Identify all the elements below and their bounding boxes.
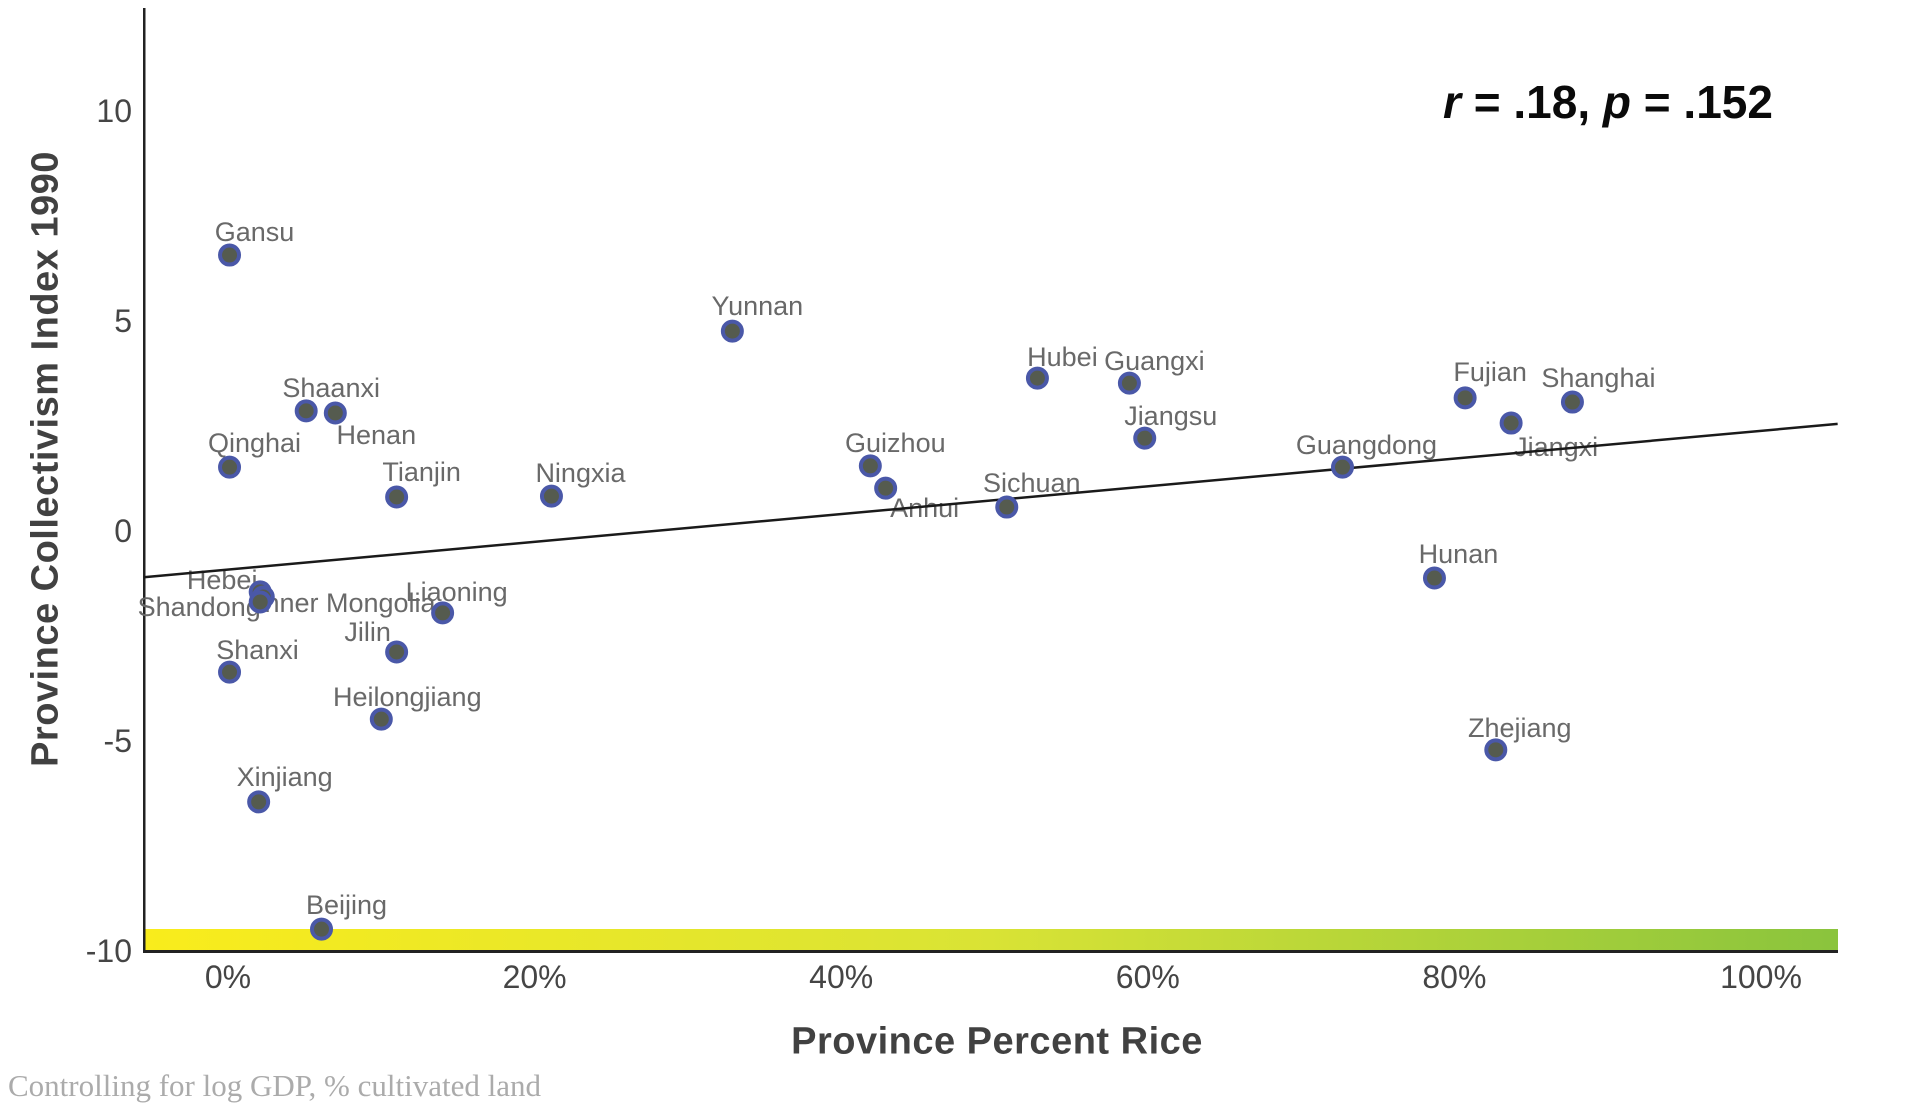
- point-label-henan: Henan: [337, 420, 417, 450]
- y-tick-label--10: -10: [86, 933, 132, 969]
- data-point-tianjin: [385, 485, 409, 509]
- point-label-fujian: Fujian: [1453, 357, 1527, 387]
- y-axis-title: Province Collectivism Index 1990: [24, 151, 67, 767]
- point-label-jilin: Jilin: [344, 617, 391, 647]
- y-tick-label--5: -5: [104, 723, 132, 759]
- data-point-ningxia: [539, 484, 563, 508]
- data-point-hubei: [1025, 366, 1049, 390]
- r-variable: r: [1443, 76, 1461, 128]
- x-tick-label-100: 100%: [1720, 959, 1802, 995]
- correlation-annotation: r = .18, p = .152: [1443, 75, 1773, 129]
- data-point-anhui: [874, 476, 898, 500]
- point-label-liaoning: Liaoning: [406, 577, 508, 607]
- point-label-qinghai: Qinghai: [208, 428, 301, 458]
- point-label-tianjin: Tianjin: [382, 457, 461, 487]
- data-point-sichuan: [995, 495, 1019, 519]
- data-point-guizhou: [858, 454, 882, 478]
- point-label-gansu: Gansu: [215, 217, 295, 247]
- point-label-shanxi: Shanxi: [216, 635, 299, 665]
- x-axis-title: Province Percent Rice: [791, 1020, 1203, 1063]
- data-point-shandong: [248, 590, 272, 614]
- point-label-zhejiang: Zhejiang: [1468, 713, 1572, 743]
- data-point-qinghai: [218, 455, 242, 479]
- point-label-xinjiang: Xinjiang: [237, 762, 333, 792]
- y-tick-label-0: 0: [114, 513, 132, 549]
- point-label-guangdong: Guangdong: [1296, 430, 1437, 460]
- point-label-guangxi: Guangxi: [1104, 346, 1205, 376]
- point-label-heilongjiang: Heilongjiang: [333, 682, 482, 712]
- data-point-zhejiang: [1484, 738, 1508, 762]
- p-value: = .152: [1631, 76, 1773, 128]
- point-label-shandong: Shandong: [138, 592, 261, 622]
- regression-line: [143, 422, 1838, 579]
- point-label-hunan: Hunan: [1419, 539, 1499, 569]
- data-point-xinjiang: [247, 790, 271, 814]
- data-point-guangxi: [1117, 371, 1141, 395]
- data-point-guangdong: [1330, 455, 1354, 479]
- point-label-ningxia: Ningxia: [535, 458, 626, 488]
- x-tick-label-20: 20%: [503, 959, 567, 995]
- point-label-yunnan: Yunnan: [712, 291, 804, 321]
- x-tick-label-40: 40%: [809, 959, 873, 995]
- data-point-gansu: [218, 243, 242, 267]
- data-point-hunan: [1422, 566, 1446, 590]
- x-tick-label-0: 0%: [205, 959, 251, 995]
- data-point-beijing: [310, 917, 334, 941]
- point-label-guizhou: Guizhou: [845, 428, 946, 458]
- p-variable: p: [1602, 76, 1631, 128]
- data-point-liaoning: [431, 601, 455, 625]
- y-tick-label-10: 10: [96, 93, 132, 129]
- rice-gradient-bar: [144, 929, 1838, 950]
- data-point-shanxi: [218, 660, 242, 684]
- point-label-shaanxi: Shaanxi: [282, 373, 380, 403]
- y-tick-label-5: 5: [114, 303, 132, 339]
- data-point-jiangsu: [1133, 426, 1157, 450]
- x-tick-label-80: 80%: [1422, 959, 1486, 995]
- data-point-yunnan: [720, 319, 744, 343]
- data-point-shanghai: [1560, 390, 1584, 414]
- data-point-shaanxi: [294, 399, 318, 423]
- data-point-jilin: [385, 640, 409, 664]
- data-point-heilongjiang: [369, 707, 393, 731]
- point-label-beijing: Beijing: [306, 890, 387, 920]
- footnote-controls: Controlling for log GDP, % cultivated la…: [8, 1068, 541, 1103]
- data-point-jiangxi: [1499, 411, 1523, 435]
- r-value: = .18,: [1460, 76, 1603, 128]
- data-point-fujian: [1453, 386, 1477, 410]
- point-label-jiangsu: Jiangsu: [1124, 401, 1217, 431]
- point-label-inner-mongolia: Inner Mongolia: [257, 588, 437, 618]
- point-label-shanghai: Shanghai: [1541, 363, 1655, 393]
- x-tick-label-60: 60%: [1116, 959, 1180, 995]
- data-point-henan: [323, 401, 347, 425]
